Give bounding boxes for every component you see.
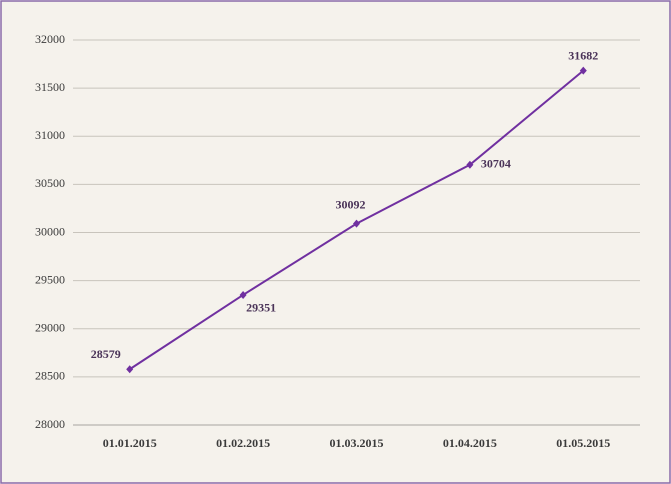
- x-tick-label: 01.01.2015: [103, 436, 157, 450]
- x-tick-label: 01.02.2015: [216, 436, 270, 450]
- x-tick-label: 01.05.2015: [556, 436, 610, 450]
- y-tick-label: 28500: [35, 369, 65, 383]
- marker: [239, 290, 247, 299]
- y-tick-label: 29500: [35, 272, 65, 286]
- marker: [126, 365, 134, 374]
- x-tick-label: 01.03.2015: [330, 436, 384, 450]
- y-tick-label: 31000: [35, 128, 65, 142]
- value-label: 31682: [568, 48, 598, 62]
- y-tick-label: 31500: [35, 80, 65, 94]
- y-tick-label: 29000: [35, 321, 65, 335]
- y-tick-label: 32000: [35, 32, 65, 46]
- y-tick-label: 30000: [35, 224, 65, 238]
- marker: [466, 160, 474, 169]
- y-tick-label: 30500: [35, 176, 65, 190]
- value-label: 28579: [91, 347, 121, 361]
- value-label: 30704: [481, 156, 511, 170]
- value-label: 30092: [336, 197, 366, 211]
- marker: [353, 219, 360, 228]
- y-tick-label: 28000: [35, 417, 65, 431]
- value-label: 29351: [246, 301, 276, 315]
- marker: [579, 66, 587, 75]
- x-tick-label: 01.04.2015: [443, 436, 497, 450]
